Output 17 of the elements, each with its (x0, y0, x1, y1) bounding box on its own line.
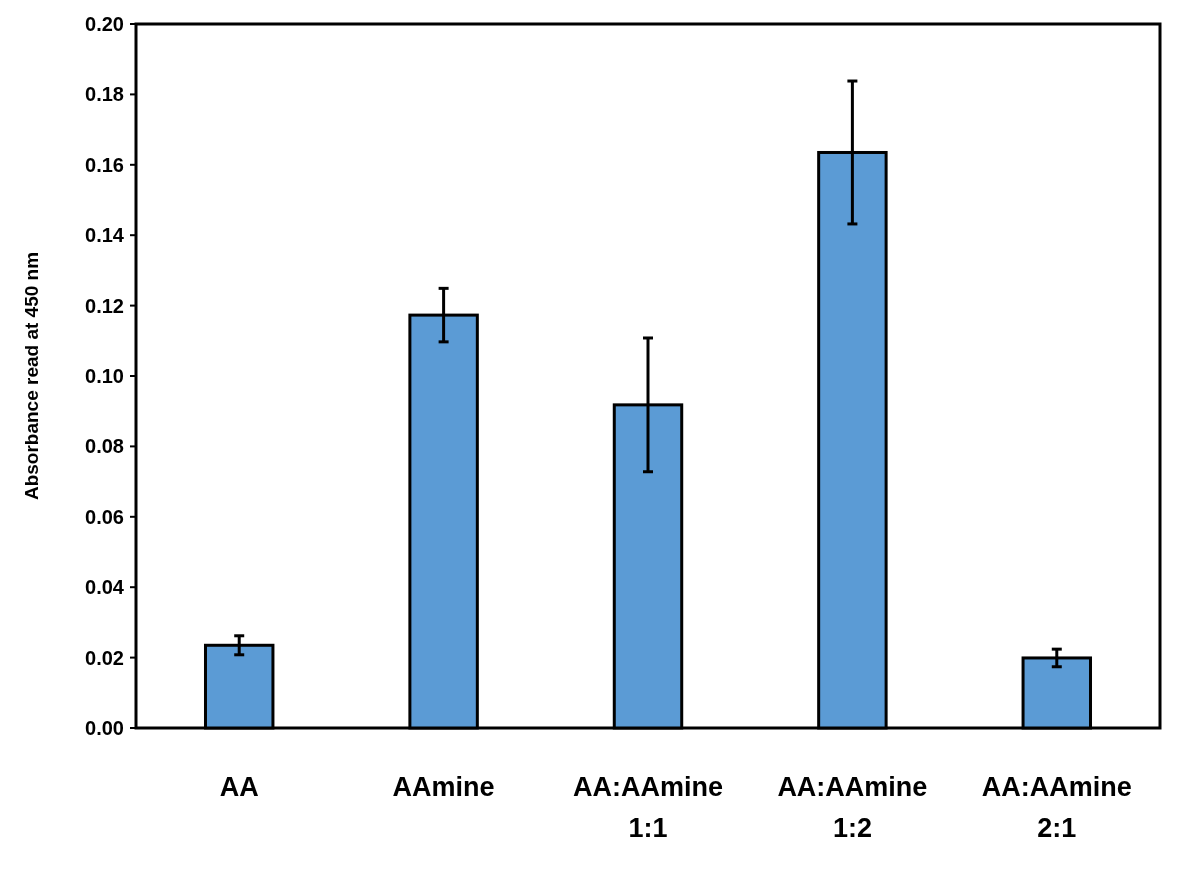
y-tick-label: 0.12 (85, 294, 124, 317)
y-tick-label: 0.00 (85, 717, 124, 739)
y-tick-label: 0.20 (85, 13, 124, 35)
y-tick-label: 0.06 (85, 505, 124, 528)
y-tick-label: 0.08 (85, 435, 124, 458)
y-tick-label: 0.10 (85, 365, 124, 387)
x-tick-label: AA (219, 772, 259, 802)
y-tick-label: 0.04 (85, 576, 125, 599)
y-tick-label: 0.16 (85, 153, 124, 176)
x-tick-label: AA:AAmine 2:1 (981, 772, 1132, 843)
x-tick-label: AA:AAmine 1:1 (572, 772, 724, 843)
y-tick-label: 0.14 (85, 224, 125, 247)
y-tick-label: 0.02 (85, 646, 124, 669)
x-tick-label: AAmine (392, 772, 495, 802)
y-tick-label: 0.18 (85, 83, 124, 106)
y-axis-title: Absorbance read at 450 nm (21, 251, 42, 501)
x-tick-label: AA:AAmine 1:2 (777, 772, 928, 843)
